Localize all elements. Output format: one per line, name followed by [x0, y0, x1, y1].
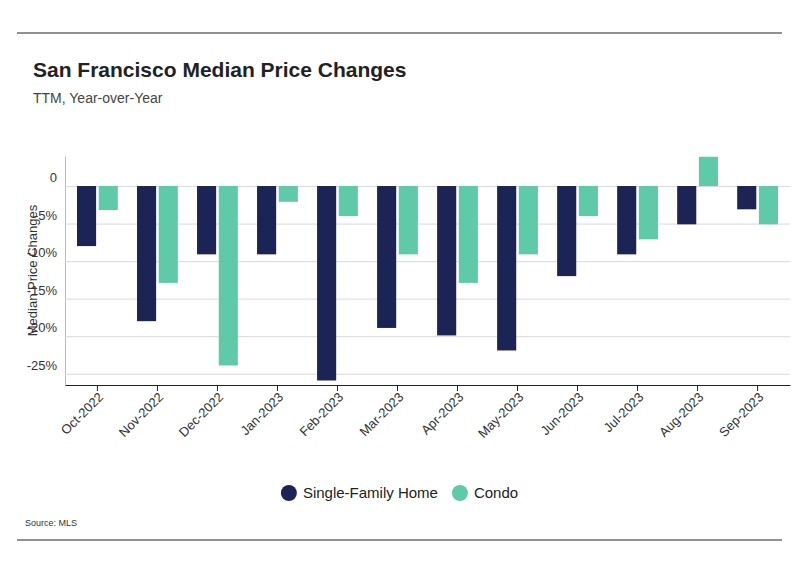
x-tick-label: Sep-2023 [716, 389, 766, 439]
y-axis: 0-5%-10%-15%-20%-25% [27, 157, 790, 386]
bar [137, 186, 156, 321]
x-axis-line [66, 385, 791, 386]
bar [279, 186, 298, 202]
bar [77, 186, 96, 246]
x-axis: Oct-2022Nov-2022Dec-2022Jan-2023Feb-2023… [58, 385, 791, 441]
x-tick-mark [397, 385, 398, 391]
x-tick-label: Feb-2023 [296, 389, 346, 439]
x-tick-label: Nov-2022 [116, 389, 166, 439]
bar [339, 186, 358, 216]
x-tick-mark [277, 385, 278, 391]
bar-series [99, 157, 778, 366]
x-tick: Nov-2022 [116, 385, 166, 440]
bars [77, 157, 778, 381]
grid-line [65, 374, 790, 375]
subtitle: TTM, Year-over-Year [33, 90, 163, 106]
bar-series [77, 186, 756, 380]
bar [737, 186, 756, 209]
x-tick-mark [517, 385, 518, 391]
bar [317, 186, 336, 380]
x-tick: Jul-2023 [601, 385, 647, 435]
bar [579, 186, 598, 216]
x-tick-label: Oct-2022 [58, 389, 106, 437]
bar [639, 186, 658, 239]
x-tick-label: May-2023 [475, 389, 526, 440]
x-tick: Apr-2023 [418, 385, 466, 438]
bar [437, 186, 456, 335]
x-tick: Dec-2022 [176, 385, 226, 440]
x-tick-mark [97, 385, 98, 391]
legend-item: Single-Family Home [281, 484, 438, 501]
legend-label: Single-Family Home [303, 484, 438, 501]
bottom-rule [17, 540, 782, 541]
title: San Francisco Median Price Changes [33, 58, 406, 81]
y-tick: -25% [27, 358, 790, 375]
bar [99, 186, 118, 210]
x-tick-label: Jan-2023 [237, 389, 286, 438]
chart: San Francisco Median Price Changes TTM, Y… [0, 0, 799, 575]
bar [377, 186, 396, 328]
y-tick-label: -25% [27, 358, 58, 373]
x-tick-mark [697, 385, 698, 391]
bar [159, 186, 178, 283]
x-tick: Oct-2022 [58, 385, 106, 438]
bar [677, 186, 696, 224]
bar [699, 157, 718, 186]
y-tick-label: 0 [50, 170, 57, 185]
x-tick-label: Dec-2022 [176, 389, 226, 439]
bar [399, 186, 418, 254]
bar [497, 186, 516, 350]
x-tick-label: Apr-2023 [418, 389, 466, 437]
bar [459, 186, 478, 283]
x-tick: Mar-2023 [356, 385, 406, 439]
x-tick-mark [577, 385, 578, 391]
x-tick: Jan-2023 [237, 385, 286, 438]
x-tick-mark [337, 385, 338, 391]
bar [557, 186, 576, 276]
x-tick-mark [757, 385, 758, 391]
bar [519, 186, 538, 254]
x-tick-mark [157, 385, 158, 391]
top-rule [17, 33, 782, 34]
bar [219, 186, 238, 365]
bar [197, 186, 216, 254]
y-axis-line [65, 157, 66, 386]
x-tick: Jun-2023 [537, 385, 586, 438]
y-tick: -20% [27, 320, 790, 337]
x-tick-label: Mar-2023 [356, 389, 406, 439]
source: Source: MLS [25, 518, 77, 528]
y-tick: 0 [50, 170, 790, 187]
legend-swatch [281, 485, 297, 501]
legend-swatch [452, 485, 468, 501]
x-tick-mark [637, 385, 638, 391]
y-axis-title: Median Price Changes [25, 204, 40, 336]
legend-label: Condo [474, 484, 518, 501]
grid-line [65, 299, 790, 300]
x-tick-mark [457, 385, 458, 391]
legend-item: Condo [452, 484, 518, 501]
x-tick: Sep-2023 [716, 385, 766, 440]
x-tick: Feb-2023 [296, 385, 346, 439]
grid-line [65, 336, 790, 337]
x-tick-label: Aug-2023 [656, 389, 706, 439]
bar [617, 186, 636, 254]
x-tick: May-2023 [475, 385, 526, 441]
x-tick-label: Jun-2023 [537, 389, 586, 438]
bar [759, 186, 778, 224]
x-tick-mark [217, 385, 218, 391]
x-tick-label: Jul-2023 [601, 389, 647, 435]
bar [257, 186, 276, 254]
x-tick: Aug-2023 [656, 385, 706, 440]
legend: Single-Family Home Condo [281, 484, 518, 501]
